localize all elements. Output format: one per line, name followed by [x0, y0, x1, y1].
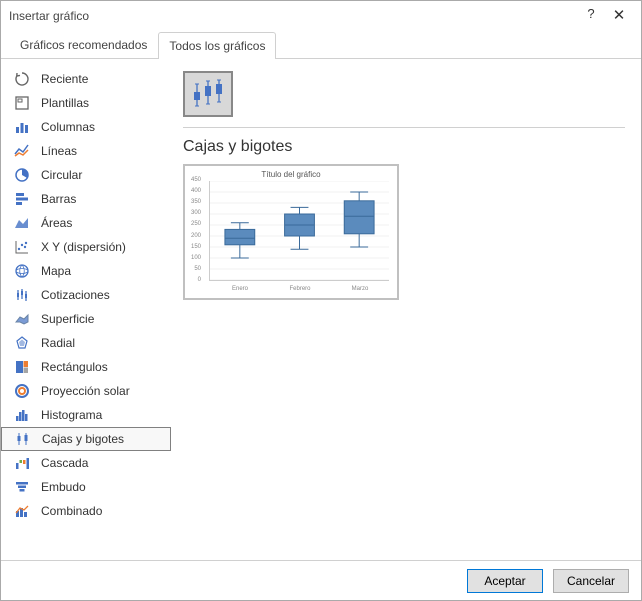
panel-divider: [183, 127, 625, 128]
chart-type-sunburst[interactable]: Proyección solar: [1, 379, 171, 403]
svg-text:Febrero: Febrero: [289, 286, 311, 292]
chart-type-label: Superficie: [41, 312, 94, 326]
close-button[interactable]: ✕: [605, 6, 633, 26]
dialog-title: Insertar gráfico: [9, 9, 577, 23]
chart-type-label: Mapa: [41, 264, 71, 278]
chart-subtype-panel: Cajas y bigotes Título del gráfico 05010…: [171, 59, 641, 560]
chart-type-stock[interactable]: Cotizaciones: [1, 283, 171, 307]
waterfall-icon: [13, 454, 31, 472]
tab-recommended-charts[interactable]: Gráficos recomendados: [9, 31, 158, 58]
box-whisker-icon: [14, 430, 32, 448]
chart-type-line[interactable]: Líneas: [1, 139, 171, 163]
map-icon: [13, 262, 31, 280]
chart-type-label: Circular: [41, 168, 82, 182]
subtype-button-row: [183, 71, 625, 117]
chart-type-funnel[interactable]: Embudo: [1, 475, 171, 499]
chart-type-label: X Y (dispersión): [41, 240, 126, 254]
chart-type-label: Rectángulos: [41, 360, 108, 374]
chart-type-label: Cascada: [41, 456, 88, 470]
chart-plot-area: [209, 181, 389, 281]
main-content: Reciente Plantillas Columnas Líneas: [1, 59, 641, 560]
chart-type-area[interactable]: Áreas: [1, 211, 171, 235]
stock-icon: [13, 286, 31, 304]
line-icon: [13, 142, 31, 160]
chart-type-bar[interactable]: Barras: [1, 187, 171, 211]
ok-button[interactable]: Aceptar: [467, 569, 543, 593]
svg-text:Enero: Enero: [232, 286, 249, 292]
chart-type-list: Reciente Plantillas Columnas Líneas: [1, 59, 171, 560]
insert-chart-dialog: Insertar gráfico ? ✕ Gráficos recomendad…: [0, 0, 642, 601]
chart-type-label: Cotizaciones: [41, 288, 110, 302]
area-icon: [13, 214, 31, 232]
chart-type-label: Plantillas: [41, 96, 89, 110]
templates-icon: [13, 94, 31, 112]
scatter-icon: [13, 238, 31, 256]
chart-type-label: Barras: [41, 192, 76, 206]
chart-type-label: Combinado: [41, 504, 102, 518]
chart-type-surface[interactable]: Superficie: [1, 307, 171, 331]
chart-type-box-whisker[interactable]: Cajas y bigotes: [1, 427, 171, 451]
chart-type-label: Proyección solar: [41, 384, 130, 398]
bar-icon: [13, 190, 31, 208]
sunburst-icon: [13, 382, 31, 400]
cancel-button[interactable]: Cancelar: [553, 569, 629, 593]
chart-type-histogram[interactable]: Histograma: [1, 403, 171, 427]
title-bar: Insertar gráfico ? ✕: [1, 1, 641, 31]
column-icon: [13, 118, 31, 136]
svg-text:Marzo: Marzo: [352, 286, 369, 292]
chart-type-waterfall[interactable]: Cascada: [1, 451, 171, 475]
chart-type-label: Histograma: [41, 408, 102, 422]
combo-icon: [13, 502, 31, 520]
histogram-icon: [13, 406, 31, 424]
pie-icon: [13, 166, 31, 184]
chart-type-treemap[interactable]: Rectángulos: [1, 355, 171, 379]
funnel-icon: [13, 478, 31, 496]
radar-icon: [13, 334, 31, 352]
chart-type-label: Cajas y bigotes: [42, 432, 124, 446]
chart-type-label: Reciente: [41, 72, 88, 86]
chart-type-column[interactable]: Columnas: [1, 115, 171, 139]
chart-type-scatter[interactable]: X Y (dispersión): [1, 235, 171, 259]
x-axis-labels: Enero Febrero Marzo: [209, 281, 391, 293]
chart-type-map[interactable]: Mapa: [1, 259, 171, 283]
tab-bar: Gráficos recomendados Todos los gráficos: [1, 31, 641, 59]
surface-icon: [13, 310, 31, 328]
chart-type-label: Embudo: [41, 480, 86, 494]
chart-preview-title: Título del gráfico: [191, 170, 391, 179]
chart-type-templates[interactable]: Plantillas: [1, 91, 171, 115]
chart-type-recent[interactable]: Reciente: [1, 67, 171, 91]
chart-type-label: Áreas: [41, 216, 72, 230]
chart-type-title: Cajas y bigotes: [183, 138, 625, 156]
chart-preview[interactable]: Título del gráfico 050100150200250300350…: [183, 164, 399, 300]
chart-type-label: Columnas: [41, 120, 95, 134]
dialog-footer: Aceptar Cancelar: [1, 560, 641, 600]
chart-type-pie[interactable]: Circular: [1, 163, 171, 187]
chart-type-radar[interactable]: Radial: [1, 331, 171, 355]
recent-icon: [13, 70, 31, 88]
y-axis-labels: 050100150200250300350400450: [185, 180, 203, 280]
chart-type-label: Líneas: [41, 144, 77, 158]
help-button[interactable]: ?: [577, 6, 605, 26]
chart-type-combo[interactable]: Combinado: [1, 499, 171, 523]
chart-type-label: Radial: [41, 336, 75, 350]
treemap-icon: [13, 358, 31, 376]
tab-all-charts[interactable]: Todos los gráficos: [158, 32, 276, 59]
subtype-box-whisker-button[interactable]: [183, 71, 233, 117]
